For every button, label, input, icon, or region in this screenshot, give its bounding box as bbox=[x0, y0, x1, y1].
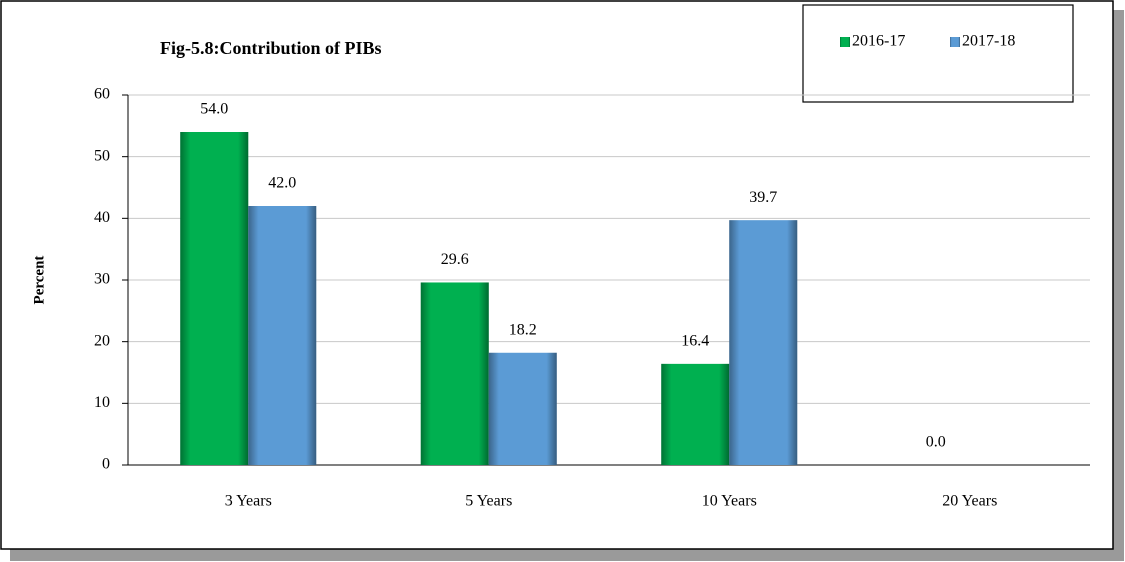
x-tick-label: 10 Years bbox=[702, 493, 757, 510]
bar-shade bbox=[420, 282, 489, 465]
legend-label: 2016-17 bbox=[852, 33, 905, 50]
y-axis-label: Percent bbox=[31, 256, 47, 305]
bar-shade bbox=[661, 363, 730, 465]
value-label: 39.7 bbox=[749, 189, 777, 206]
value-label: 16.4 bbox=[681, 333, 709, 350]
y-tick-label: 30 bbox=[94, 271, 110, 288]
value-label: 54.0 bbox=[200, 101, 228, 118]
bar-shade bbox=[180, 132, 249, 465]
x-tick-label: 3 Years bbox=[225, 493, 272, 510]
value-label: 29.6 bbox=[441, 251, 469, 268]
y-tick-label: 0 bbox=[102, 456, 110, 473]
value-label: 18.2 bbox=[509, 321, 537, 338]
x-tick-label: 20 Years bbox=[942, 493, 997, 510]
y-tick-label: 10 bbox=[94, 394, 110, 411]
bar-shade bbox=[248, 206, 317, 465]
legend-label: 2017-18 bbox=[962, 33, 1015, 50]
legend-box bbox=[802, 4, 1074, 103]
legend-swatch-shade bbox=[950, 37, 960, 47]
y-tick-label: 40 bbox=[94, 209, 110, 226]
y-tick-label: 50 bbox=[94, 147, 110, 164]
y-tick-label: 60 bbox=[94, 86, 110, 103]
value-label: 0.0 bbox=[926, 434, 946, 451]
bar-shade bbox=[488, 352, 557, 465]
x-tick-label: 5 Years bbox=[465, 493, 512, 510]
bar-shade bbox=[729, 220, 798, 465]
legend-swatch-shade bbox=[840, 37, 850, 47]
value-label: 42.0 bbox=[268, 175, 296, 192]
y-tick-label: 20 bbox=[94, 332, 110, 349]
chart-title: Fig-5.8:Contribution of PIBs bbox=[160, 38, 382, 58]
